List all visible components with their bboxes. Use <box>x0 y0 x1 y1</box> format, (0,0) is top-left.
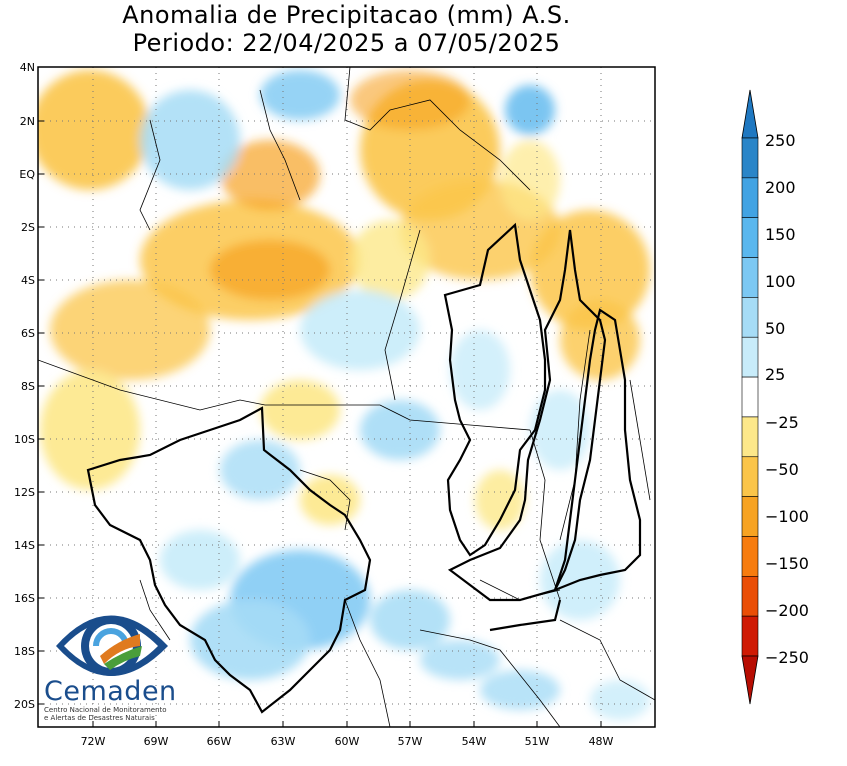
colorbar-label: −50 <box>765 460 799 479</box>
lat-label: 4S <box>21 274 35 287</box>
colorbar-label: 200 <box>765 178 796 197</box>
colorbar-segment <box>741 416 759 458</box>
logo-subtitle-line: Centro Nacional de Monitoramento <box>44 706 167 714</box>
lon-label: 48W <box>589 735 614 748</box>
colorbar-arrow-negative <box>741 655 759 705</box>
lat-label: 20S <box>14 698 35 711</box>
lat-label: 2S <box>21 221 35 234</box>
graticule <box>38 67 655 727</box>
colorbar-segment <box>741 456 759 497</box>
colorbar-segment <box>741 217 759 258</box>
colorbar-segment <box>741 177 759 218</box>
lat-label: 6S <box>21 327 35 340</box>
lon-label: 57W <box>398 735 423 748</box>
colorbar-labels: 250 200 150 100 50 25 −25 −50 −100 −150 … <box>765 131 809 667</box>
colorbar-segment <box>741 376 759 418</box>
lon-label: 66W <box>207 735 232 748</box>
colorbar-segment <box>741 496 759 537</box>
longitude-labels: 72W 69W 66W 63W 60W 57W 54W 51W 48W <box>81 735 614 748</box>
cemaden-logo-text: Cemaden <box>44 676 177 707</box>
colorbar-label: −150 <box>765 554 809 573</box>
map-period: Periodo: 22/04/2025 a 07/05/2025 <box>132 29 561 57</box>
lat-label: 16S <box>14 592 35 605</box>
axis-ticks <box>38 66 602 727</box>
colorbar-label: −250 <box>765 648 809 667</box>
colorbar-segment <box>741 576 759 617</box>
colorbar-label: 50 <box>765 319 785 338</box>
colorbar-arrow-positive <box>741 89 759 139</box>
lon-label: 63W <box>271 735 296 748</box>
lat-label: 8S <box>21 380 35 393</box>
map-title: Anomalia de Precipitacao (mm) A.S. <box>122 1 571 29</box>
colorbar-label: −25 <box>765 413 799 432</box>
latitude-labels: 4N 2N EQ 2S 4S 6S 8S 10S 12S 14S 16S 18S… <box>14 61 35 711</box>
colorbar-segment <box>741 615 759 657</box>
colorbar-segment <box>741 297 759 338</box>
lat-label: 14S <box>14 539 35 552</box>
colorbar-segment <box>741 336 759 378</box>
anomaly-field <box>38 67 655 727</box>
lat-label: EQ <box>19 168 35 181</box>
colorbar-segment <box>741 257 759 298</box>
lon-label: 51W <box>525 735 550 748</box>
lon-label: 60W <box>335 735 360 748</box>
state-borders <box>38 67 655 727</box>
colorbar-label: 100 <box>765 272 796 291</box>
colorbar-label: −200 <box>765 601 809 620</box>
colorbar-label: −100 <box>765 507 809 526</box>
lon-label: 72W <box>81 735 106 748</box>
lon-label: 54W <box>462 735 487 748</box>
colorbar-label: 250 <box>765 131 796 150</box>
colorbar-segment <box>741 536 759 577</box>
cemaden-logo-subtitle: Centro Nacional de Monitoramento e Alert… <box>44 706 167 722</box>
lat-label: 12S <box>14 486 35 499</box>
lat-label: 18S <box>14 645 35 658</box>
lat-label: 4N <box>20 61 35 74</box>
colorbar-label: 150 <box>765 225 796 244</box>
colorbar: 250 200 150 100 50 25 −25 −50 −100 −150 … <box>741 89 809 705</box>
basin-outlines <box>86 222 642 714</box>
lat-label: 10S <box>14 433 35 446</box>
colorbar-label: 25 <box>765 365 785 384</box>
cemaden-logo-emblem <box>56 615 168 676</box>
lat-label: 2N <box>20 115 35 128</box>
logo-subtitle-line: e Alertas de Desastres Naturais <box>44 714 155 722</box>
lon-label: 69W <box>144 735 169 748</box>
colorbar-segment <box>741 137 759 179</box>
